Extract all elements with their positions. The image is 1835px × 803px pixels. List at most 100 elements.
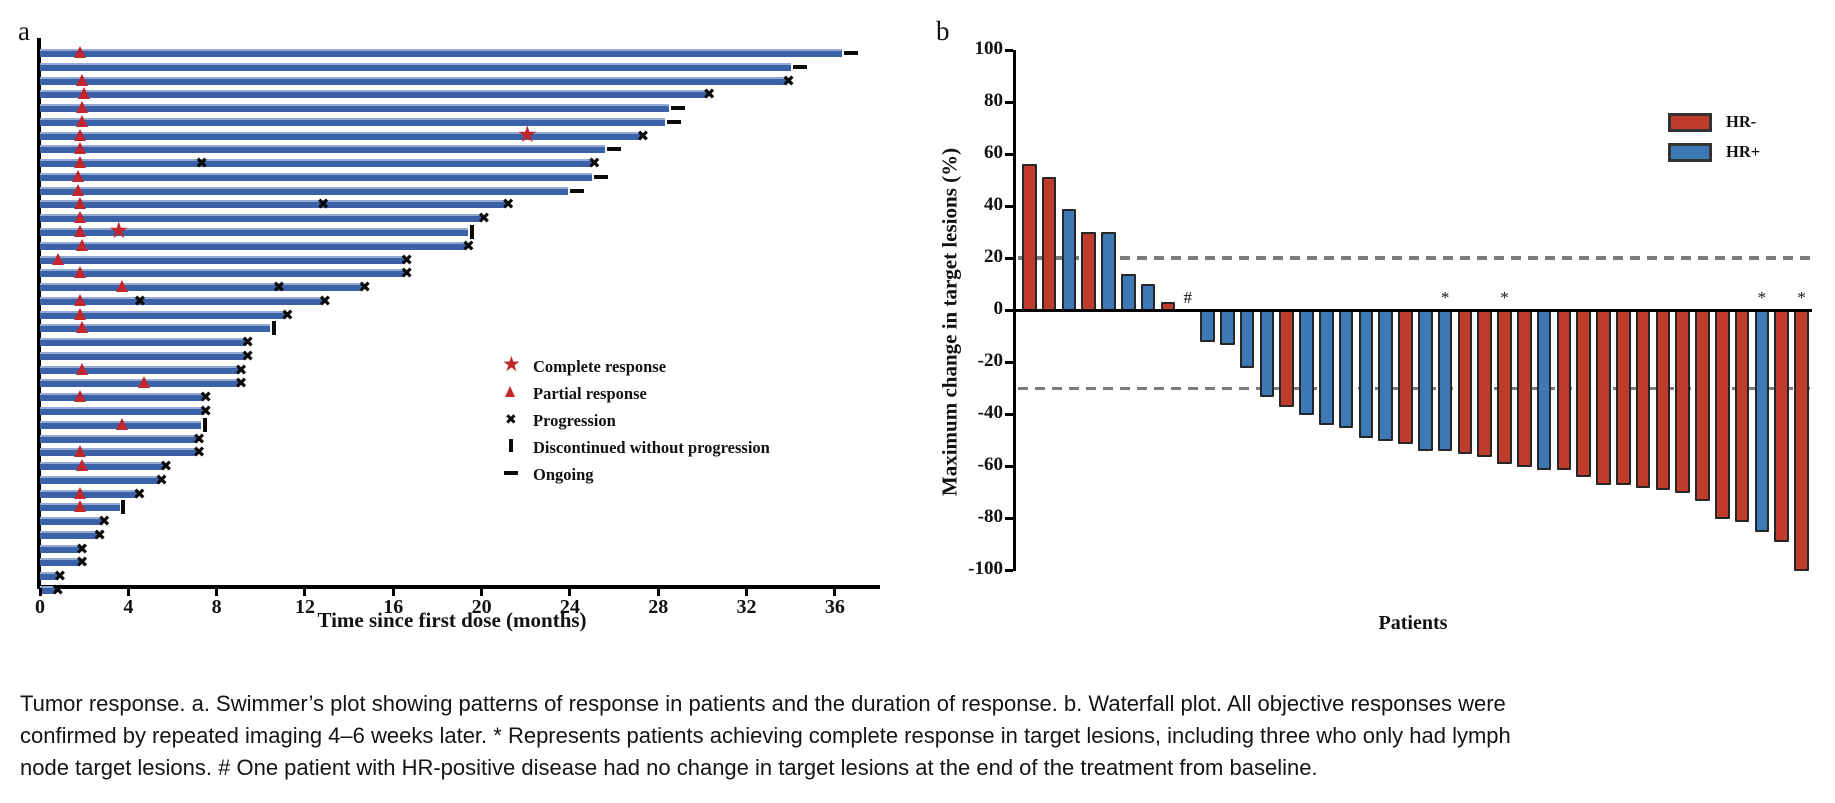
progression-marker: ✖	[133, 484, 146, 503]
progression-marker: ✖	[199, 402, 212, 421]
progression-marker: ✖	[53, 567, 67, 586]
swimmer-bar	[40, 62, 791, 71]
waterfall-bar	[1121, 273, 1136, 312]
complete-response-marker: ★	[516, 121, 538, 148]
x-tick	[391, 588, 395, 596]
hr-neg-label: HR-	[1726, 112, 1757, 131]
x-tick-label: 0	[35, 596, 45, 618]
y-tick	[1005, 412, 1013, 416]
waterfall-upper-threshold-line	[1018, 256, 1812, 260]
swimmer-bar	[40, 462, 164, 471]
partial-response-marker	[73, 307, 86, 320]
progression-marker: ✖	[358, 278, 371, 297]
partial-response-marker	[75, 238, 88, 251]
complete-response-flag: *	[1500, 288, 1509, 307]
y-tick	[1005, 48, 1013, 52]
swimmer-bar	[40, 586, 56, 595]
x-tick	[568, 588, 572, 596]
partial-response-marker	[73, 266, 86, 279]
progression-marker: ✖	[192, 443, 206, 462]
partial-response-marker	[73, 197, 86, 210]
partial-response-marker	[73, 445, 86, 458]
complete-response-flag: *	[1797, 288, 1806, 307]
waterfall-bar	[1774, 309, 1789, 543]
figure-caption: Tumor response. a. Swimmer’s plot showin…	[20, 691, 1511, 780]
y-tick	[1005, 516, 1013, 520]
y-tick-label: -40	[977, 402, 1003, 423]
partial-response-marker	[73, 486, 86, 499]
partial-response-marker	[71, 183, 84, 196]
waterfall-bar	[1635, 309, 1651, 488]
swimmer-bar	[40, 90, 707, 99]
progression-marker: ✖	[195, 154, 208, 173]
waterfall-bar	[1576, 309, 1591, 478]
waterfall-x-axis-title: Patients	[1378, 612, 1448, 634]
waterfall-bar	[1477, 309, 1492, 457]
swimmer-bar	[40, 489, 138, 498]
waterfall-bar	[1239, 309, 1255, 369]
waterfall-bar	[1616, 309, 1631, 486]
swimmer-bar	[40, 324, 270, 333]
partial-response-marker	[75, 101, 88, 114]
waterfall-bar	[1596, 309, 1611, 486]
partial-response-icon	[505, 386, 515, 397]
x-tick-label: 4	[123, 596, 134, 618]
y-tick	[1005, 568, 1013, 572]
y-tick	[1005, 360, 1013, 364]
legend-item-label: Ongoing	[533, 465, 594, 484]
partial-response-marker	[115, 280, 128, 293]
waterfall-bar	[1081, 232, 1096, 312]
progression-icon: ✖	[505, 412, 517, 428]
waterfall-bar	[1497, 309, 1512, 465]
y-tick	[1005, 100, 1013, 104]
waterfall-bar	[1517, 309, 1532, 467]
waterfall-bar	[1536, 309, 1552, 470]
x-tick	[480, 588, 484, 596]
no-change-flag: #	[1183, 288, 1192, 307]
swimmer-bar	[40, 365, 239, 374]
ongoing-marker	[792, 64, 807, 69]
waterfall-bar	[1457, 309, 1473, 454]
progression-marker: ✖	[75, 539, 89, 558]
swimmer-bar	[40, 76, 787, 85]
y-tick-label: 20	[984, 246, 1003, 267]
legend-item-hr-neg: HR-	[1668, 112, 1760, 132]
partial-response-marker	[51, 252, 64, 265]
swimmer-bar	[40, 200, 506, 209]
partial-response-marker	[73, 390, 86, 403]
progression-marker: ✖	[281, 305, 294, 324]
x-tick	[303, 588, 307, 596]
legend-item-label: Complete response	[533, 357, 667, 376]
swimmer-x-axis-title: Time since first dose (months)	[317, 608, 587, 632]
swimmer-bar	[40, 255, 405, 264]
swimmer-bar	[40, 172, 592, 181]
complete-response-flag: *	[1757, 288, 1767, 307]
waterfall-bar	[1418, 309, 1433, 452]
hr-pos-label: HR+	[1726, 142, 1761, 161]
y-tick	[1005, 152, 1013, 156]
waterfall-plot: 100 80 60 40 20 0 -20 -40 -60 -80 -100 # * * * * Maxim…	[938, 38, 1812, 634]
swimmer-bar	[40, 338, 246, 347]
progression-marker: ✖	[234, 360, 248, 379]
partial-response-marker	[137, 376, 150, 389]
waterfall-bar	[1022, 164, 1037, 312]
discontinued-marker	[470, 225, 475, 239]
ongoing-marker	[569, 188, 584, 193]
waterfall-bar	[1358, 309, 1374, 439]
waterfall-bar	[1695, 309, 1710, 501]
partial-response-marker	[73, 500, 86, 513]
progression-marker: ✖	[400, 264, 413, 283]
waterfall-bar	[1220, 309, 1235, 345]
x-tick	[745, 588, 749, 596]
y-tick-label: 60	[984, 142, 1003, 163]
y-tick-label: -100	[968, 558, 1003, 579]
panel-b-label: b	[936, 16, 950, 46]
waterfall-bar	[1061, 208, 1077, 312]
hr-pos-swatch	[1668, 142, 1712, 162]
y-tick-label: -60	[977, 454, 1003, 475]
swimmer-bar	[40, 530, 98, 539]
progression-marker: ✖	[51, 581, 65, 600]
x-tick	[38, 588, 42, 596]
